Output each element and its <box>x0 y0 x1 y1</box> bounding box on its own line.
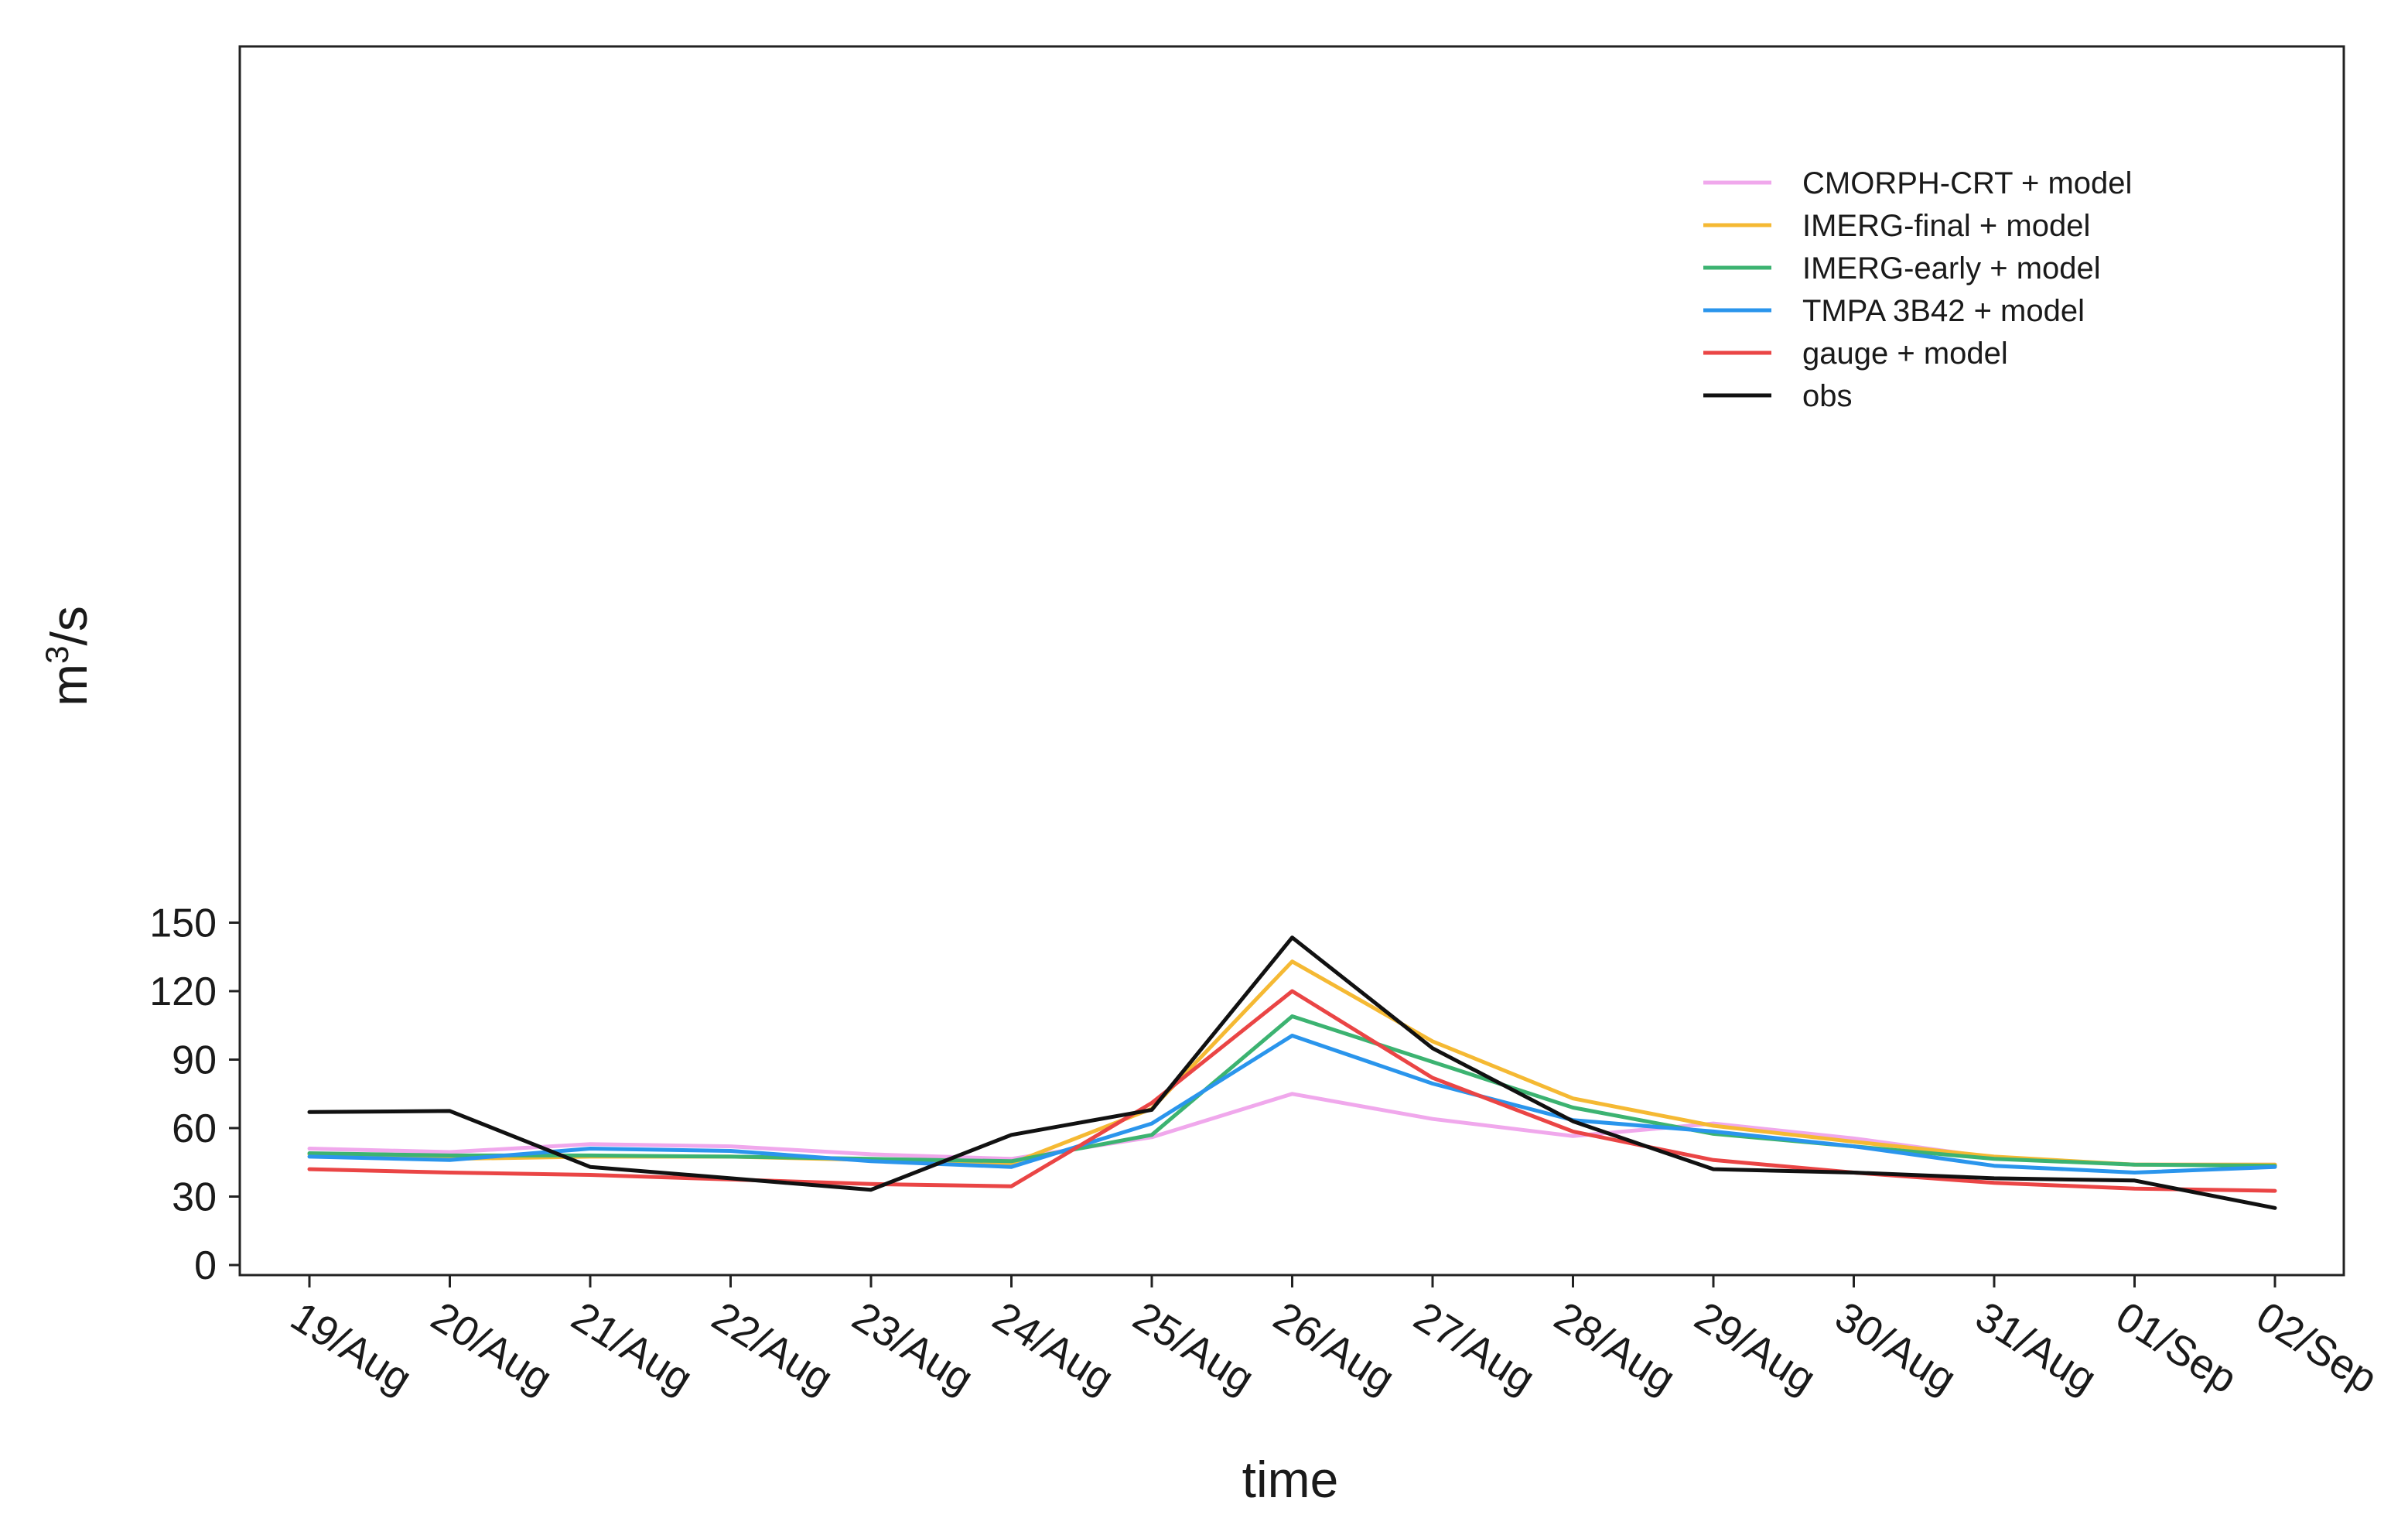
legend-label-tmpa-3b42-model: TMPA 3B42 + model <box>1802 294 2085 328</box>
y-tick-label: 60 <box>172 1106 217 1151</box>
y-tick-label: 30 <box>172 1175 217 1220</box>
series-line-imerg-early-model <box>307 1014 2277 1168</box>
x-tick-label: 27/Aug <box>1406 1293 1543 1403</box>
x-tick-label: 19/Aug <box>283 1293 420 1403</box>
y-axis-title-rest: /s <box>40 606 97 645</box>
legend-label-imerg-final-model: IMERG-final + model <box>1802 209 2090 243</box>
legend: CMORPH-CRT + model IMERG-final + model IME… <box>1703 166 2132 413</box>
y-tick-label: 0 <box>194 1243 217 1288</box>
legend-label-gauge-model: gauge + model <box>1802 337 2008 371</box>
x-tick-label: 23/Aug <box>845 1293 982 1403</box>
x-axis-title: time <box>1242 1451 1339 1508</box>
x-tick-label: 30/Aug <box>1827 1293 1964 1403</box>
x-tick-label: 01/Sep <box>2108 1293 2245 1403</box>
y-axis-title-sup: 3 <box>39 646 75 664</box>
y-tick-label: 90 <box>172 1038 217 1083</box>
x-tick-label: 25/Aug <box>1125 1293 1262 1403</box>
y-axis-title: m3/s <box>39 606 97 706</box>
y-tick-label: 120 <box>149 969 217 1014</box>
y-axis: 0 30 60 90 120 150 <box>149 901 240 1288</box>
x-tick-label: 28/Aug <box>1546 1293 1683 1403</box>
series-line-obs <box>307 935 2277 1210</box>
legend-label-obs: obs <box>1802 379 1853 413</box>
x-tick-label: 26/Aug <box>1265 1293 1402 1403</box>
x-tick-label: 02/Sep <box>2249 1293 2386 1403</box>
legend-label-imerg-early-model: IMERG-early + model <box>1802 251 2101 286</box>
x-tick-label: 21/Aug <box>564 1293 701 1403</box>
x-tick-label: 24/Aug <box>985 1293 1122 1403</box>
x-tick-label: 20/Aug <box>423 1293 560 1403</box>
legend-label-cmorph-crt-model: CMORPH-CRT + model <box>1802 166 2132 200</box>
y-tick-label: 150 <box>149 901 217 946</box>
series-line-tmpa-3b42-model <box>307 1034 2277 1175</box>
series-line-gauge-model <box>307 989 2277 1193</box>
x-tick-label: 31/Aug <box>1968 1293 2105 1403</box>
x-tick-label: 29/Aug <box>1687 1293 1824 1403</box>
y-axis-title-base: m <box>40 664 97 706</box>
series-lines <box>307 935 2277 1210</box>
x-axis: 19/Aug 20/Aug 21/Aug 22/Aug 23/Aug 24/Aug 25/A… <box>283 1275 2386 1403</box>
x-tick-label: 22/Aug <box>704 1293 841 1403</box>
